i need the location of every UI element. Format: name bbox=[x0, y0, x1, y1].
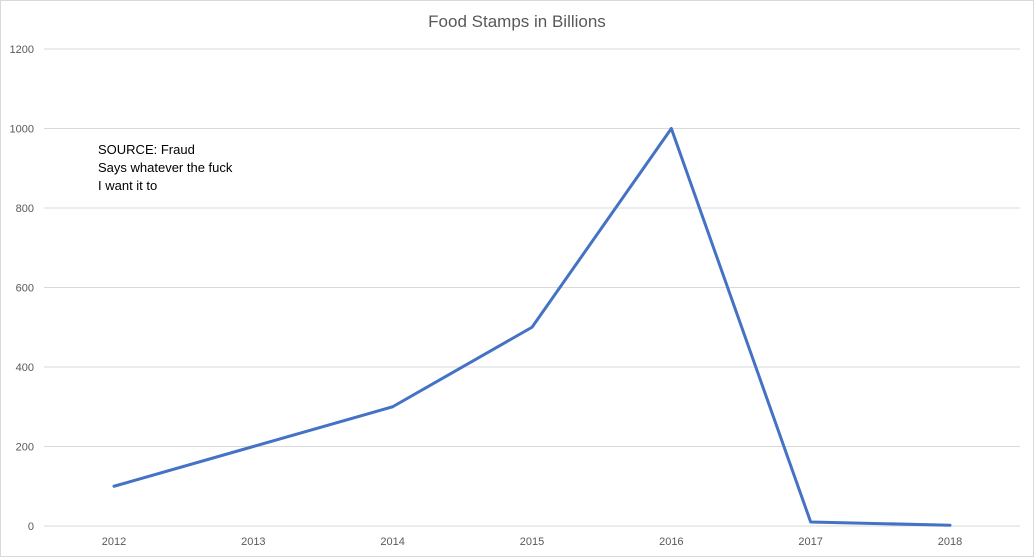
x-tick-label: 2013 bbox=[241, 536, 265, 548]
x-tick-label: 2017 bbox=[798, 536, 822, 548]
series-line bbox=[112, 127, 952, 527]
y-tick-label: 1200 bbox=[10, 44, 34, 56]
annotation-line-2: Says whatever the fuck bbox=[98, 160, 233, 175]
source-annotation: SOURCE: Fraud Says whatever the fuck I w… bbox=[98, 141, 232, 195]
annotation-line-3: I want it to bbox=[98, 178, 158, 193]
x-tick-label: 2016 bbox=[659, 536, 683, 548]
chart-title: Food Stamps in Billions bbox=[428, 12, 606, 31]
x-tick-label: 2018 bbox=[938, 536, 962, 548]
x-tick-label: 2012 bbox=[102, 536, 126, 548]
x-tick-label: 2014 bbox=[380, 536, 404, 548]
y-tick-label: 600 bbox=[16, 283, 34, 295]
y-tick-label: 400 bbox=[16, 362, 34, 374]
y-tick-label: 0 bbox=[28, 521, 34, 533]
annotation-line-1: SOURCE: Fraud bbox=[98, 142, 195, 157]
x-tick-label: 2015 bbox=[520, 536, 544, 548]
y-tick-label: 1000 bbox=[10, 124, 34, 136]
y-tick-label: 200 bbox=[16, 442, 34, 454]
y-tick-label: 800 bbox=[16, 203, 34, 215]
